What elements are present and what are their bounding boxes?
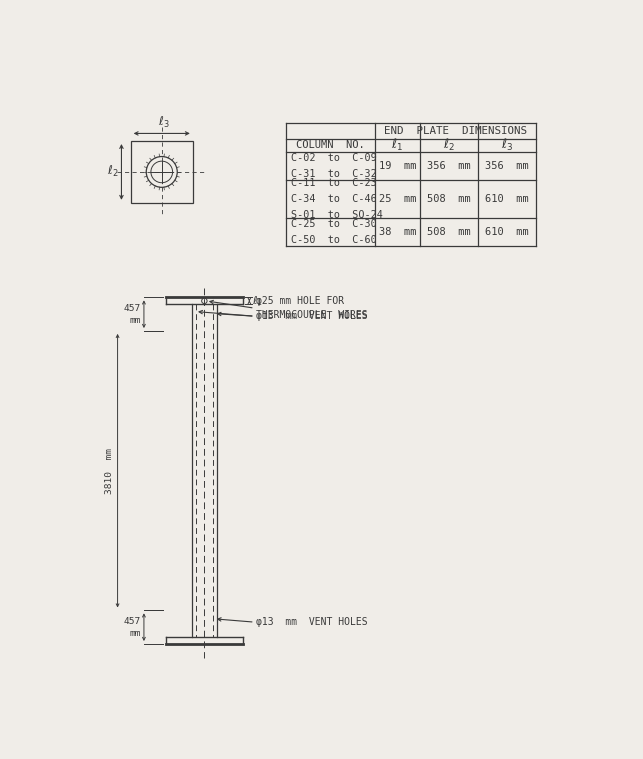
Text: 508  mm: 508 mm <box>427 194 471 204</box>
Text: 610  mm: 610 mm <box>485 194 529 204</box>
Text: 508  mm: 508 mm <box>427 227 471 237</box>
Text: $\ell_2$: $\ell_2$ <box>443 137 455 153</box>
Text: 19  mm: 19 mm <box>379 161 416 171</box>
Text: 25  mm: 25 mm <box>379 194 416 204</box>
Text: 356  mm: 356 mm <box>427 161 471 171</box>
Text: $\ell_3$: $\ell_3$ <box>501 137 513 153</box>
Text: 3810  mm: 3810 mm <box>105 448 114 493</box>
Text: END  PLATE  DIMENSIONS: END PLATE DIMENSIONS <box>384 126 527 136</box>
Text: $\ell_1$: $\ell_1$ <box>253 294 264 308</box>
Text: $\ell_1$: $\ell_1$ <box>392 137 403 153</box>
Text: C-02  to  C-09
C-31  to  C-32: C-02 to C-09 C-31 to C-32 <box>291 153 377 178</box>
Text: 356  mm: 356 mm <box>485 161 529 171</box>
Text: φ25 mm HOLE FOR
THERMOCOUPLE  WIRES: φ25 mm HOLE FOR THERMOCOUPLE WIRES <box>257 296 368 320</box>
Text: 610  mm: 610 mm <box>485 227 529 237</box>
Text: $\ell_3$: $\ell_3$ <box>158 115 169 130</box>
Text: C-11  to  C-23
C-34  to  C-46
S-01  to  SQ-24: C-11 to C-23 C-34 to C-46 S-01 to SQ-24 <box>291 178 383 219</box>
Text: COLUMN  NO.: COLUMN NO. <box>296 140 365 150</box>
Text: φ13  mm  VENT HOLES: φ13 mm VENT HOLES <box>257 617 368 627</box>
Text: φ13  mm  VENT HOLES: φ13 mm VENT HOLES <box>257 311 368 321</box>
Text: $\ell_2$: $\ell_2$ <box>107 165 118 179</box>
Text: 457
mm: 457 mm <box>123 304 141 325</box>
Text: 38  mm: 38 mm <box>379 227 416 237</box>
Text: 457
mm: 457 mm <box>123 617 141 638</box>
Text: C-25  to  C-30
C-50  to  C-60: C-25 to C-30 C-50 to C-60 <box>291 219 377 245</box>
Bar <box>131 141 193 203</box>
